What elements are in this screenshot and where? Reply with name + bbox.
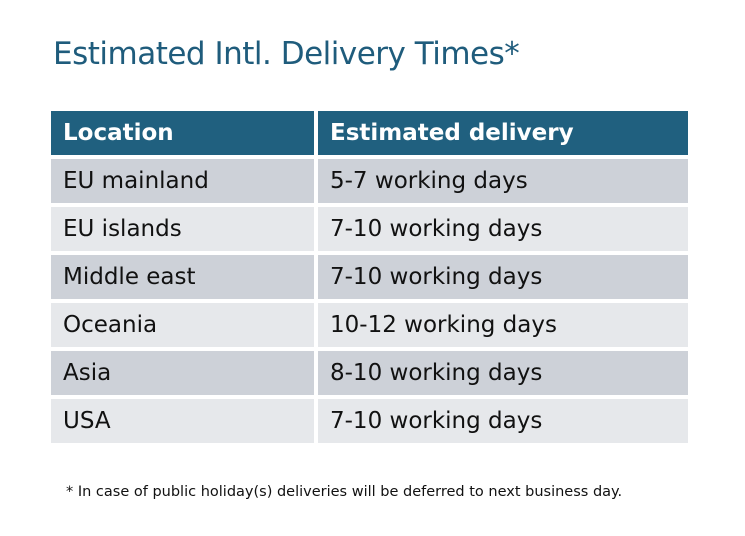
page-title: Estimated Intl. Delivery Times*: [53, 36, 520, 72]
delivery-table: Location Estimated delivery EU mainland 5…: [47, 107, 692, 447]
location-cell: Asia: [51, 351, 314, 395]
table-row: Oceania 10-12 working days: [51, 303, 688, 347]
location-cell: Middle east: [51, 255, 314, 299]
header-estimated-delivery: Estimated delivery: [318, 111, 688, 155]
table-row: Asia 8-10 working days: [51, 351, 688, 395]
location-cell: EU islands: [51, 207, 314, 251]
location-cell: Oceania: [51, 303, 314, 347]
header-row: Location Estimated delivery: [51, 111, 688, 155]
delivery-cell: 10-12 working days: [318, 303, 688, 347]
footnote: * In case of public holiday(s) deliverie…: [66, 484, 623, 500]
table-row: EU islands 7-10 working days: [51, 207, 688, 251]
table-row: EU mainland 5-7 working days: [51, 159, 688, 203]
delivery-cell: 5-7 working days: [318, 159, 688, 203]
delivery-cell: 8-10 working days: [318, 351, 688, 395]
delivery-cell: 7-10 working days: [318, 399, 688, 443]
header-location: Location: [51, 111, 314, 155]
location-cell: EU mainland: [51, 159, 314, 203]
delivery-cell: 7-10 working days: [318, 255, 688, 299]
table-row: USA 7-10 working days: [51, 399, 688, 443]
delivery-cell: 7-10 working days: [318, 207, 688, 251]
location-cell: USA: [51, 399, 314, 443]
table-row: Middle east 7-10 working days: [51, 255, 688, 299]
